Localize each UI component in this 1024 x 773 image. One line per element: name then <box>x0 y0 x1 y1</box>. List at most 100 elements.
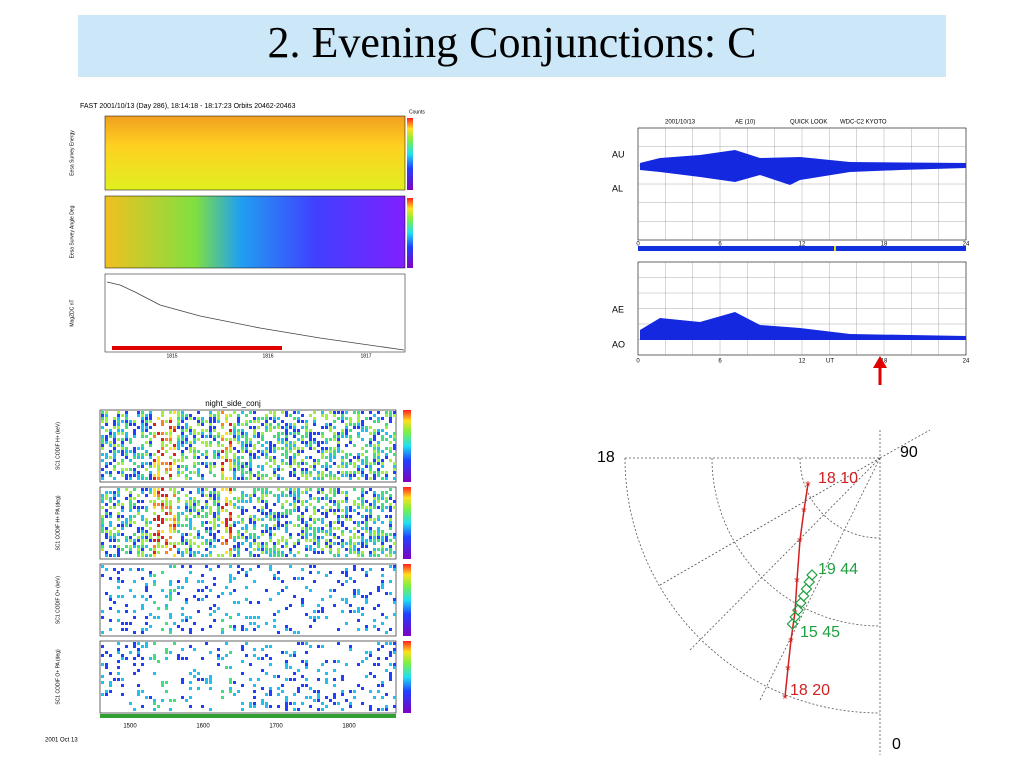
pixel <box>197 530 200 533</box>
pixel <box>213 604 216 607</box>
pixel <box>309 435 312 438</box>
pixel <box>273 619 276 622</box>
pixel <box>101 500 104 503</box>
pixel <box>177 435 180 438</box>
pixel <box>145 441 148 444</box>
conj-title: night_side_conj <box>205 399 261 408</box>
pixel <box>389 414 392 417</box>
pixel <box>177 518 180 521</box>
pixel <box>353 456 356 459</box>
pixel <box>281 447 284 450</box>
pixel <box>173 426 176 429</box>
pixel <box>149 432 152 435</box>
pixel <box>337 536 340 539</box>
pixel <box>233 468 236 471</box>
pixel <box>165 622 168 625</box>
pixel <box>249 474 252 477</box>
pixel <box>109 681 112 684</box>
pixel <box>201 705 204 708</box>
pixel <box>337 417 340 420</box>
pixel <box>197 417 200 420</box>
pixel <box>157 494 160 497</box>
pixel <box>113 539 116 542</box>
pixel <box>285 462 288 465</box>
pixel <box>153 574 156 577</box>
pixel <box>193 435 196 438</box>
pixel <box>317 542 320 545</box>
pixel <box>253 696 256 699</box>
pixel <box>273 411 276 414</box>
pixel <box>293 542 296 545</box>
pixel <box>105 441 108 444</box>
pixel <box>293 545 296 548</box>
pixel <box>285 524 288 527</box>
pixel <box>305 491 308 494</box>
pixel <box>373 435 376 438</box>
pixel <box>245 435 248 438</box>
pixel <box>117 619 120 622</box>
pixel <box>137 693 140 696</box>
pixel <box>113 491 116 494</box>
pixel <box>145 414 148 417</box>
pixel <box>209 441 212 444</box>
pixel <box>109 598 112 601</box>
pixel <box>137 642 140 645</box>
pixel <box>157 545 160 548</box>
pixel <box>189 554 192 557</box>
pixel <box>245 574 248 577</box>
pixel <box>109 545 112 548</box>
pixel <box>113 477 116 480</box>
pixel <box>329 589 332 592</box>
pixel <box>197 509 200 512</box>
pixel <box>185 468 188 471</box>
pixel <box>169 512 172 515</box>
pixel <box>181 696 184 699</box>
pixel <box>185 441 188 444</box>
pixel <box>121 524 124 527</box>
pixel <box>333 450 336 453</box>
pixel <box>285 625 288 628</box>
pixel <box>137 471 140 474</box>
pixel <box>117 500 120 503</box>
pixel <box>389 539 392 542</box>
pixel <box>289 494 292 497</box>
pixel <box>253 432 256 435</box>
pixel <box>257 500 260 503</box>
pixel <box>205 503 208 506</box>
pixel <box>145 429 148 432</box>
pixel <box>193 551 196 554</box>
pixel <box>337 660 340 663</box>
pixel <box>149 554 152 557</box>
pixel <box>265 441 268 444</box>
pixel <box>221 554 224 557</box>
pixel <box>289 423 292 426</box>
pixel <box>153 583 156 586</box>
pixel <box>273 613 276 616</box>
pixel <box>109 432 112 435</box>
pixel <box>305 545 308 548</box>
pixel <box>385 592 388 595</box>
pixel <box>145 536 148 539</box>
pixel <box>333 462 336 465</box>
pixel <box>249 462 252 465</box>
pixel <box>109 690 112 693</box>
pixel <box>177 524 180 527</box>
pixel <box>225 450 228 453</box>
pixel <box>133 642 136 645</box>
pixel <box>221 456 224 459</box>
pixel <box>349 471 352 474</box>
pixel <box>309 545 312 548</box>
pixel <box>273 574 276 577</box>
pixel <box>149 453 152 456</box>
pixel <box>333 693 336 696</box>
pixel <box>205 435 208 438</box>
pixel <box>113 453 116 456</box>
pixel <box>361 660 364 663</box>
pixel <box>277 705 280 708</box>
pixel <box>289 465 292 468</box>
pixel <box>257 465 260 468</box>
pixel <box>285 702 288 705</box>
pixel <box>261 669 264 672</box>
pixel <box>217 506 220 509</box>
pixel <box>125 657 128 660</box>
